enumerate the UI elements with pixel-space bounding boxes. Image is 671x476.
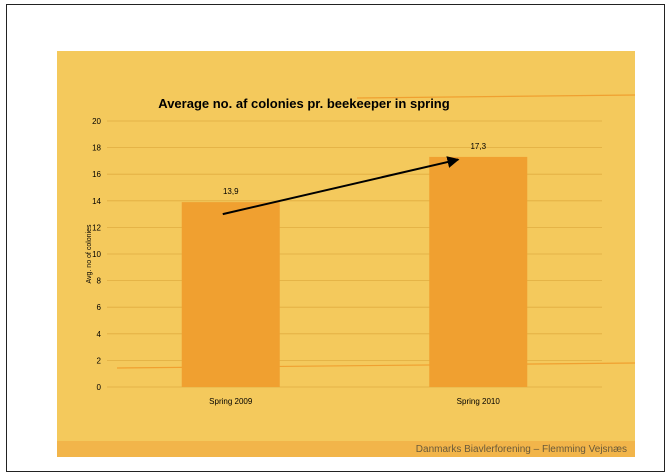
footer-band: Danmarks Biavlerforening – Flemming Vejs…	[57, 441, 635, 457]
y-tick-label: 12	[92, 223, 101, 232]
y-tick-label: 4	[97, 330, 102, 339]
bar	[181, 202, 280, 387]
slide-frame: 0 2 4 6 8 10 12 14 16 18 20 13,9 17,3 Spring 2009 Sp…	[6, 4, 665, 472]
y-tick-label: 18	[92, 144, 101, 153]
trend-arrow	[222, 156, 460, 216]
x-tick-label: Spring 2010	[457, 397, 501, 406]
bar-chart: 0 2 4 6 8 10 12 14 16 18 20 13,9 17,3 Spring 2009 Sp…	[86, 94, 635, 406]
y-tick-label: 16	[92, 170, 101, 179]
y-tick-label: 0	[97, 383, 102, 392]
chart-title: Average no. af colonies pr. beekeeper in…	[158, 96, 449, 111]
y-tick-label: 10	[92, 250, 101, 259]
y-axis-label: Avg. no of colonies	[86, 224, 93, 284]
y-tick-label: 20	[92, 117, 101, 126]
y-tick-label: 6	[97, 303, 102, 312]
bar	[429, 156, 528, 387]
decor-line-top	[356, 94, 635, 99]
data-label: 17,3	[470, 142, 486, 151]
y-tick-label: 8	[97, 277, 102, 286]
data-label: 13,9	[223, 187, 239, 196]
slide: 0 2 4 6 8 10 12 14 16 18 20 13,9 17,3 Spring 2009 Sp…	[57, 51, 635, 457]
y-tick-label: 14	[92, 197, 101, 206]
footer-text: Danmarks Biavlerforening – Flemming Vejs…	[415, 444, 627, 455]
x-tick-label: Spring 2009	[209, 397, 253, 406]
y-tick-label: 2	[97, 356, 102, 365]
